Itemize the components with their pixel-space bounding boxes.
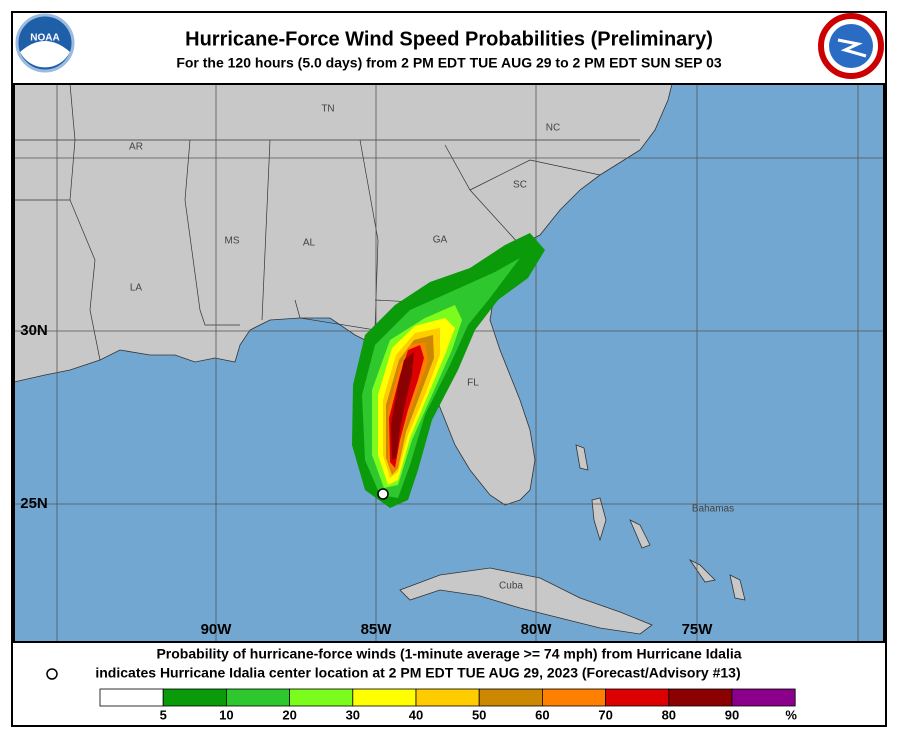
lat-label: 30N — [20, 322, 48, 339]
state-label: NC — [546, 123, 560, 134]
legend-label: 20 — [282, 707, 296, 722]
logo-text: NOAA — [30, 33, 59, 44]
probability-contours — [352, 233, 545, 508]
state-label: AL — [303, 238, 316, 249]
legend-label: 80 — [662, 707, 676, 722]
legend-swatch — [668, 688, 733, 707]
title: Hurricane-Force Wind Speed Probabilities… — [185, 28, 713, 50]
state-label: SC — [513, 180, 527, 191]
legend-swatch — [99, 688, 164, 707]
bahamas — [575, 444, 746, 601]
storm-center — [377, 488, 389, 500]
lat-label: 25N — [20, 495, 48, 512]
legend-swatch — [225, 688, 290, 707]
place-label: Cuba — [499, 581, 523, 592]
legend-swatch — [605, 688, 670, 707]
state-label: MS — [225, 236, 240, 247]
legend-label: 5 — [160, 707, 167, 722]
legend-symbol — [46, 668, 58, 680]
lon-label: 85W — [361, 621, 393, 638]
state-label: FL — [467, 378, 479, 389]
legend-swatch — [289, 688, 354, 707]
legend-swatch — [352, 688, 417, 707]
legend-swatch — [415, 688, 480, 707]
state-label: GA — [433, 235, 448, 246]
land — [14, 84, 673, 506]
lon-label: 75W — [682, 621, 714, 638]
legend: 5 10 20 30 40 50 60 70 80 90% — [99, 688, 797, 722]
legend-label: 40 — [409, 707, 423, 722]
footer-line: Probability of hurricane-force winds (1-… — [156, 646, 741, 662]
legend-label: 10 — [219, 707, 233, 722]
state-label: LA — [130, 283, 143, 294]
footer-line: indicates Hurricane Idalia center locati… — [95, 665, 740, 681]
place-label: Bahamas — [692, 504, 734, 515]
state-label: AR — [129, 142, 143, 153]
legend-label: 70 — [598, 707, 612, 722]
noaa-logo: NOAA — [15, 13, 75, 73]
lon-label: 80W — [521, 621, 553, 638]
map: TN NC AR SC MS AL GA LA FL Bahamas Cuba … — [13, 83, 885, 643]
legend-label: 30 — [346, 707, 360, 722]
state-labels: TN NC AR SC MS AL GA LA FL Bahamas Cuba — [129, 104, 734, 592]
legend-label: 90 — [725, 707, 739, 722]
legend-label: % — [785, 707, 797, 722]
legend-label: 50 — [472, 707, 486, 722]
nws-logo — [818, 13, 884, 79]
lon-label: 90W — [201, 621, 233, 638]
subtitle: For the 120 hours (5.0 days) from 2 PM E… — [176, 55, 722, 71]
legend-label: 60 — [535, 707, 549, 722]
legend-swatch — [478, 688, 543, 707]
cuba — [399, 567, 653, 635]
legend-swatch — [731, 688, 796, 707]
state-label: TN — [321, 104, 334, 115]
legend-swatch — [542, 688, 607, 707]
legend-swatch — [162, 688, 227, 707]
